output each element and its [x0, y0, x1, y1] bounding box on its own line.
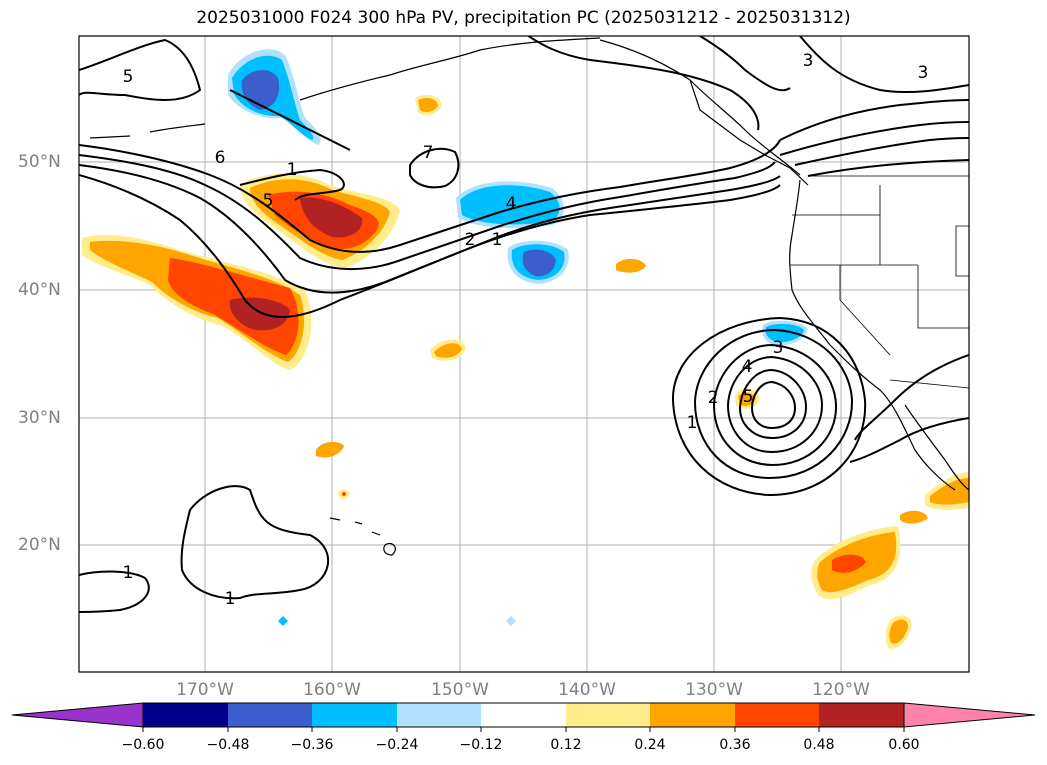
lon-label: 120°W — [812, 680, 870, 700]
colorbar-swatch — [735, 703, 819, 727]
colorbar-swatch — [11, 702, 144, 728]
contour-label: 3 — [773, 338, 784, 358]
contour-label: 3 — [803, 51, 814, 71]
colorbar-tick-label: 0.60 — [888, 737, 920, 753]
colorbar-swatch — [312, 703, 397, 727]
lon-label: 130°W — [685, 680, 743, 700]
colorbar-tick-label: 0.24 — [634, 737, 666, 753]
lon-label: 150°W — [431, 680, 489, 700]
map-frame — [78, 35, 970, 673]
colorbar-tick-label: 0.48 — [803, 737, 835, 753]
contour-label: 1 — [492, 230, 503, 250]
contour-label: 5 — [743, 387, 754, 407]
lon-label: 140°W — [558, 680, 616, 700]
colorbar-swatch — [819, 703, 904, 727]
political-borders — [790, 175, 969, 389]
colorbar-tick-label: 0.36 — [719, 737, 751, 753]
contour-label: 1 — [287, 160, 298, 180]
colorbar-swatch — [143, 703, 228, 727]
coastlines — [89, 37, 969, 556]
colorbar-swatch — [566, 703, 650, 727]
contour-label: 3 — [918, 63, 929, 83]
contour-label: 2 — [708, 388, 719, 408]
contour-label: 6 — [215, 148, 226, 168]
contour-label: 4 — [506, 194, 517, 214]
colorbar-tick-label: 0.12 — [550, 737, 582, 753]
contour-label: 1 — [225, 589, 236, 609]
contour-label: 2 — [465, 230, 476, 250]
precip-positive — [82, 94, 969, 649]
lon-label: 170°W — [176, 680, 234, 700]
colorbar — [11, 702, 1036, 732]
lat-label: 50°N — [18, 152, 61, 172]
colorbar-swatch — [650, 703, 735, 727]
lat-label: 30°N — [18, 408, 61, 428]
map-area: 5 6 7 5 1 4 2 1 3 3 3 4 5 2 1 1 1 — [79, 36, 969, 672]
figure-title: 2025031000 F024 300 hPa PV, precipitatio… — [196, 8, 851, 28]
colorbar-tick-label: −0.60 — [121, 737, 165, 753]
pv-contours — [79, 36, 969, 613]
contour-label: 1 — [123, 563, 134, 583]
contour-label-group: 5 6 7 5 1 4 2 1 3 3 3 4 5 2 1 1 1 — [123, 51, 929, 609]
lon-label: 160°W — [303, 680, 361, 700]
colorbar-swatch — [481, 703, 566, 727]
colorbar-swatch — [228, 703, 312, 727]
colorbar-tick-label: −0.12 — [459, 737, 503, 753]
contour-label: 5 — [263, 191, 274, 211]
colorbar-swatch — [397, 703, 481, 727]
pv-contour-1-south — [180, 485, 329, 600]
contour-label: 4 — [742, 357, 753, 377]
contour-label: 1 — [687, 413, 698, 433]
colorbar-swatch — [903, 702, 1036, 728]
cutoff-low-contour-1 — [671, 316, 867, 497]
colorbar-tick-label: −0.24 — [375, 737, 419, 753]
contour-label: 7 — [423, 143, 434, 163]
colorbar-tick-label: −0.36 — [290, 737, 334, 753]
lat-label: 20°N — [18, 535, 61, 555]
contour-label: 5 — [123, 67, 134, 87]
lat-label: 40°N — [18, 280, 61, 300]
colorbar-tick-label: −0.48 — [206, 737, 250, 753]
